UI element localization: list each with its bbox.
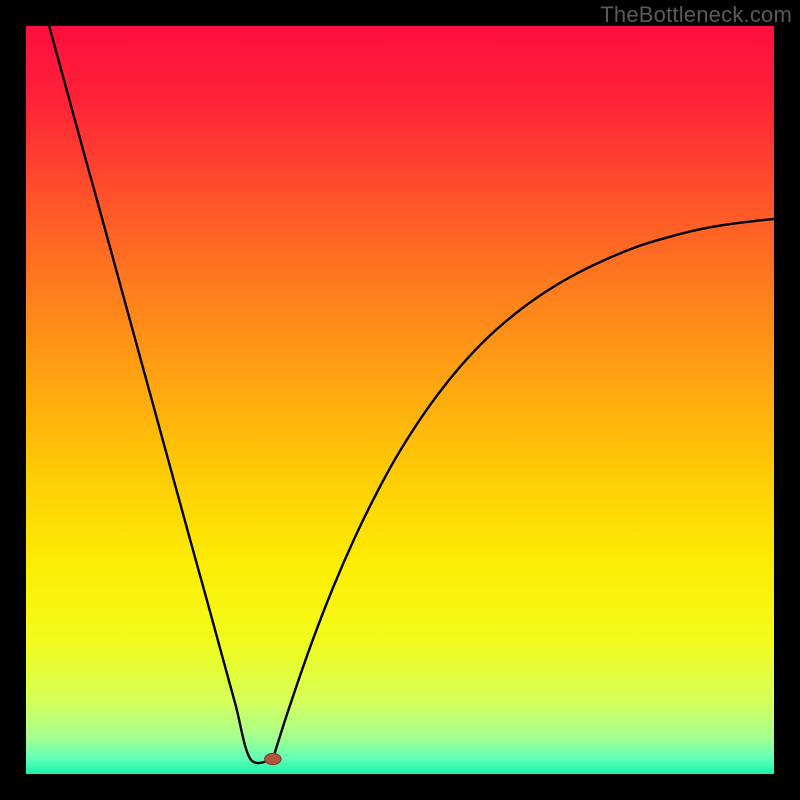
bottleneck-chart — [0, 0, 800, 800]
optimal-point-marker — [265, 753, 281, 764]
chart-container: TheBottleneck.com — [0, 0, 800, 800]
plot-area — [26, 26, 774, 774]
watermark-label: TheBottleneck.com — [600, 2, 792, 28]
